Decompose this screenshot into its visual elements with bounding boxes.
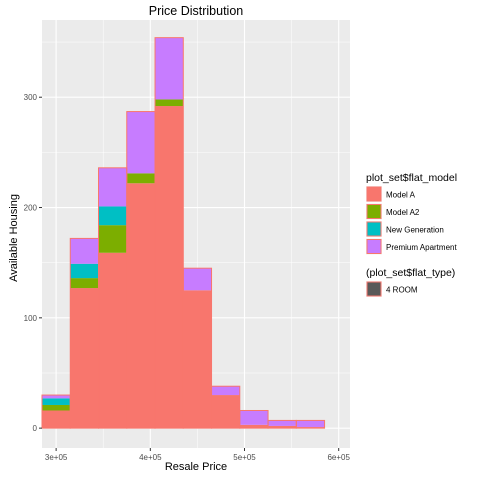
bar-segment [296, 420, 325, 428]
bars [41, 37, 326, 429]
bar-segment [239, 410, 269, 425]
legend: plot_set$flat_model Model A Model A2 New Ge… [366, 172, 457, 297]
bar-segment [268, 420, 297, 426]
legend-fill-title: plot_set$flat_model [366, 172, 457, 184]
bar-segment [183, 290, 212, 429]
bar-segment [98, 206, 127, 226]
bar-segment [126, 173, 156, 184]
bar-segment [70, 278, 99, 289]
bar-segment [155, 99, 184, 107]
x-tick-label: 5e+05 [233, 453, 256, 462]
y-tick-label: 200 [24, 204, 38, 213]
bar-segment [155, 37, 184, 100]
bar-outline [182, 267, 213, 429]
y-tick-label: 300 [24, 93, 38, 102]
legend-label: 4 ROOM [386, 286, 418, 295]
y-tick-label: 0 [33, 424, 38, 433]
bar-segment [42, 395, 71, 399]
bar-segment [98, 167, 127, 207]
bar-segment [42, 398, 71, 405]
legend-swatch-fill [366, 239, 382, 254]
bar-segment [70, 238, 99, 264]
bar-segment [42, 404, 71, 411]
legend-color-title: (plot_set$flat_type) [366, 267, 455, 279]
bar-segment [70, 263, 99, 279]
legend-swatch-fill [366, 186, 382, 202]
bar-segment [126, 183, 156, 429]
legend-swatch-fill [366, 281, 382, 297]
chart-title: Price Distribution [149, 4, 244, 18]
x-axis-title: Resale Price [165, 461, 227, 473]
bar-outline [211, 385, 241, 429]
legend-label: Model A [386, 191, 416, 200]
y-tick-label: 100 [24, 314, 38, 323]
bar-outline [154, 37, 184, 429]
bar-segment [70, 288, 99, 429]
bar-segment [211, 395, 240, 429]
major-gridlines [42, 20, 350, 448]
x-tick-label: 6e+05 [327, 453, 350, 462]
bar-segment [98, 252, 127, 429]
bar-segment [183, 268, 212, 291]
bar-outline [239, 409, 269, 429]
legend-swatch-fill [366, 221, 382, 237]
x-tick-label: 4e+05 [139, 453, 162, 462]
bar-segment [296, 427, 325, 429]
legend-label: Model A2 [386, 208, 420, 217]
x-axis: 3e+05 4e+05 5e+05 6e+05 [45, 448, 350, 462]
y-axis: 0 100 200 300 [24, 93, 42, 433]
bar-segment [42, 410, 71, 429]
legend-label: Premium Apartment [386, 243, 457, 252]
x-tick-label: 3e+05 [45, 453, 68, 462]
legend-label: New Generation [386, 226, 444, 235]
bar-segment [268, 425, 297, 429]
bar-segment [211, 386, 240, 396]
legend-swatch-fill [366, 204, 382, 219]
bar-segment [98, 225, 127, 253]
bar-segment [126, 111, 156, 174]
bar-segment [239, 424, 269, 429]
bar-outline [295, 419, 326, 429]
y-axis-title: Available Housing [8, 194, 20, 282]
bar-segment [155, 106, 184, 429]
